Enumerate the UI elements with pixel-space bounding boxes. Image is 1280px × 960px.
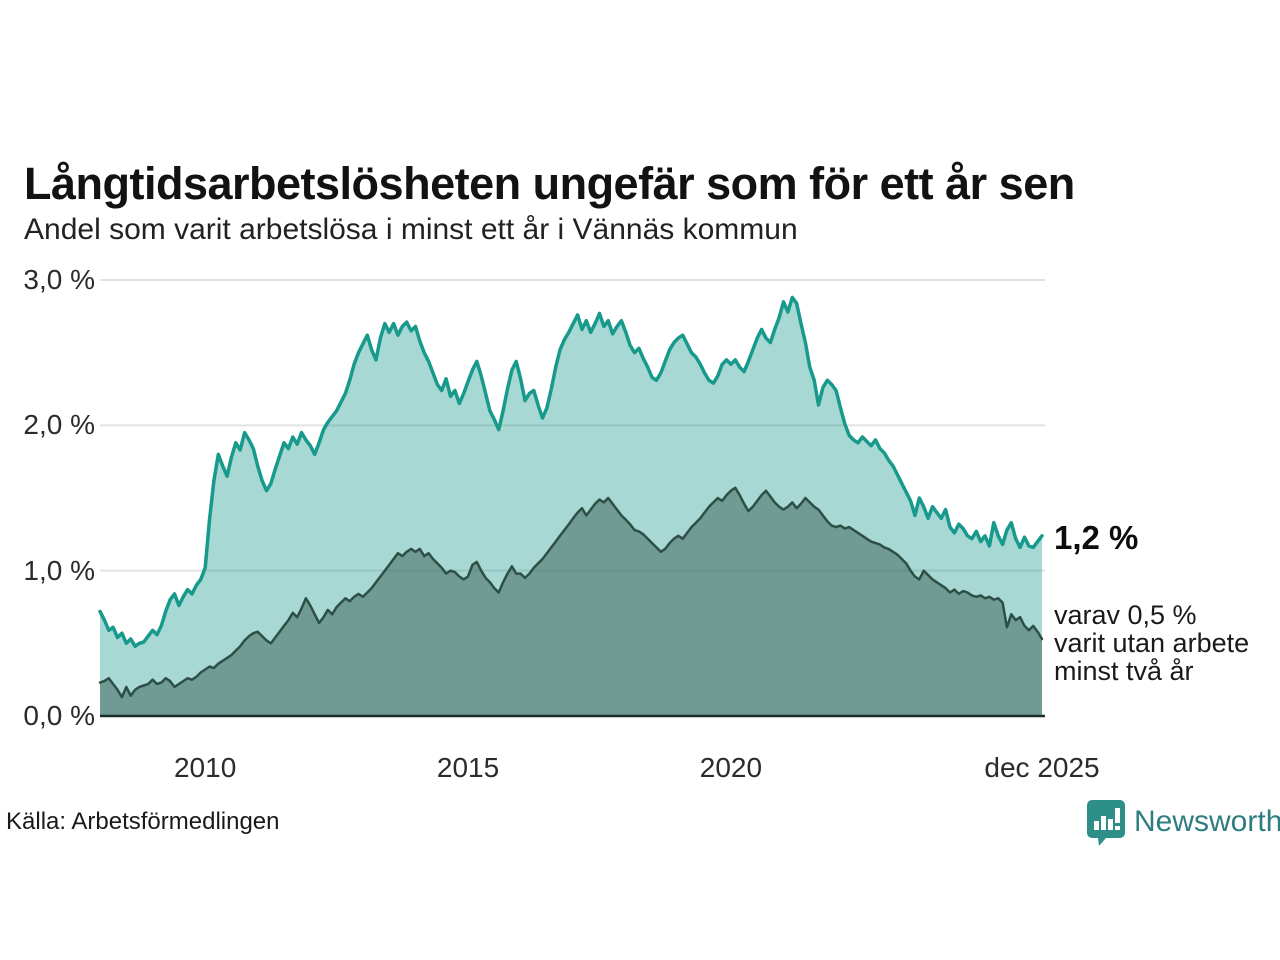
y-tick-label: 2,0 % [23,409,95,441]
series-end-value-label: 1,2 % [1054,519,1139,556]
source-attribution: Källa: Arbetsförmedlingen [6,808,280,835]
area-fill [100,487,1042,716]
x-tick-label: 2015 [436,752,500,783]
chart-subtitle: Andel som varit arbetslösa i minst ett å… [24,213,798,246]
brand-logo: Newsworthy [1086,799,1280,847]
series-line [98,295,1044,648]
newsworthy-bubble-chart-icon [1087,800,1125,846]
page-title: Långtidsarbetslösheten ungefär som för e… [24,158,1075,210]
y-tick-label: 3,0 % [23,264,95,295]
series-end-note: varav 0,5 % varit utan arbete minst två … [1054,601,1249,685]
end-note-line: varav 0,5 % [1054,600,1197,630]
end-note-line: minst två år [1054,656,1194,686]
series-line [98,486,1044,699]
x-tick-label: 2020 [699,752,763,783]
y-tick-label: 0,0 % [23,700,95,731]
x-tick-label: dec 2025 [984,752,1100,783]
y-tick-label: 1,0 % [23,554,95,586]
x-tick-label: 2010 [173,752,237,783]
end-note-line: varit utan arbete [1054,628,1250,658]
area-fill [100,297,1042,716]
brand-name: Newsworthy [1134,805,1280,838]
